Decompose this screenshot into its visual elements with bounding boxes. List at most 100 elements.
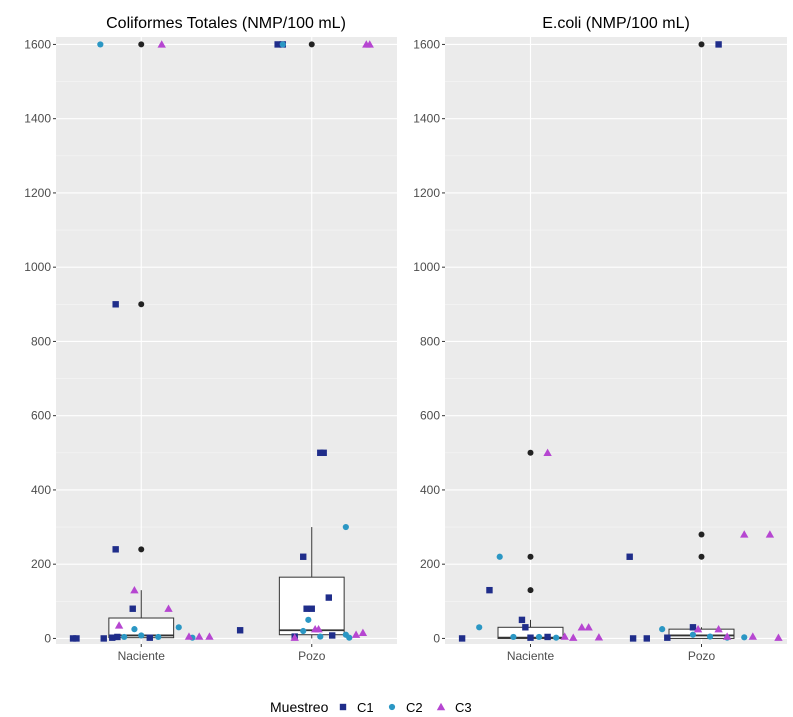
data-point-c3 [569, 633, 578, 641]
data-point-c2 [131, 626, 138, 633]
data-point-c1 [527, 634, 534, 641]
data-point-c3 [722, 632, 732, 640]
y-tick-label: 1600 [413, 37, 440, 51]
data-point-c2 [706, 633, 714, 640]
y-tick-label: 0 [433, 631, 440, 645]
data-point-c2 [317, 633, 324, 640]
data-point-c1 [643, 635, 650, 642]
legend-label: C3 [455, 700, 472, 715]
data-point-c1 [518, 616, 526, 624]
legend-title: Muestreo [270, 699, 329, 715]
data-point-c3 [290, 633, 299, 641]
data-point-c3 [577, 623, 586, 631]
outlier-point [527, 587, 534, 594]
series-c1 [458, 41, 722, 642]
data-point-c2 [279, 41, 286, 48]
x-tick-label: Pozo [298, 649, 326, 663]
data-point-c2 [138, 632, 145, 639]
y-tick-label: 1600 [24, 37, 51, 51]
y-tick-label: 1000 [413, 260, 440, 274]
legend: Muestreo C1 C2 C3 [270, 699, 472, 715]
data-point-c3 [130, 585, 139, 594]
data-point-c1 [544, 633, 551, 641]
y-tick-label: 1200 [24, 186, 51, 200]
data-point-c3 [560, 632, 569, 640]
data-point-c1 [73, 635, 80, 642]
data-point-c1 [112, 546, 119, 553]
data-point-c1 [114, 633, 121, 641]
series-c3 [543, 448, 783, 641]
y-tick-label: 200 [420, 557, 440, 571]
data-point-c2 [97, 41, 104, 48]
data-point-c2 [659, 626, 666, 633]
data-point-c1 [274, 41, 281, 48]
data-point-c3 [195, 632, 204, 640]
plot-background [445, 37, 787, 644]
boxplot-pozo [668, 627, 735, 639]
data-point-c1 [486, 586, 493, 594]
data-point-c2 [510, 633, 517, 641]
panel-ecoli: E.coli (NMP/100 mL) 0 200 400 600 800 1000 120… [413, 15, 787, 663]
outlier-point [138, 41, 145, 48]
data-point-c3 [748, 632, 757, 640]
outlier-point [698, 41, 705, 48]
y-tick-label: 1400 [24, 112, 51, 126]
y-tick-label: 1000 [24, 260, 51, 274]
data-point-c3 [693, 624, 703, 633]
data-point-c1 [300, 553, 307, 560]
y-tick-label: 1200 [413, 186, 440, 200]
data-point-c3 [164, 604, 173, 612]
data-point-c3 [365, 40, 374, 48]
panel-title: E.coli (NMP/100 mL) [542, 15, 690, 32]
data-point-c2 [496, 553, 503, 560]
data-point-c2 [342, 523, 349, 531]
data-point-c1 [109, 634, 116, 641]
data-point-c3 [184, 632, 194, 640]
data-point-c1 [112, 301, 119, 308]
data-point-c2 [535, 633, 543, 641]
outlier-point [698, 553, 705, 560]
data-point-c2 [553, 634, 560, 641]
y-tick-label: 1400 [413, 112, 440, 126]
data-point-c1 [308, 605, 315, 612]
legend-key-c3 [436, 702, 446, 711]
data-point-c1 [458, 635, 466, 642]
outlier-point [308, 41, 315, 48]
y-tick-label: 600 [31, 409, 51, 423]
legend-item-c2: C2 [388, 700, 423, 715]
data-point-c3 [543, 448, 552, 457]
legend-label: C2 [406, 700, 423, 715]
data-point-c2 [175, 624, 182, 631]
outlier-point [527, 553, 534, 560]
data-point-c2 [300, 627, 307, 635]
data-point-c3 [714, 624, 723, 633]
data-point-c1 [146, 634, 153, 641]
data-point-c3 [358, 628, 368, 637]
outlier-point [527, 449, 534, 456]
data-point-c2 [476, 624, 483, 631]
data-point-c2 [741, 634, 748, 641]
y-tick-label: 800 [31, 334, 51, 348]
y-tick-label: 200 [31, 557, 51, 571]
data-point-c3 [157, 40, 166, 48]
data-point-c1 [689, 624, 697, 631]
data-point-c1 [320, 449, 327, 457]
outlier-point [138, 546, 145, 553]
data-point-c1 [129, 605, 136, 612]
data-point-c1 [317, 449, 324, 457]
data-point-c1 [664, 634, 671, 641]
panel-title: Coliformes Totales (NMP/100 mL) [106, 15, 346, 32]
data-point-c2 [305, 616, 312, 623]
outlier-point [138, 301, 145, 308]
y-tick-label: 600 [420, 409, 440, 423]
x-tick-label: Naciente [118, 649, 166, 663]
data-point-c1 [629, 635, 637, 642]
legend-item-c3: C3 [436, 700, 472, 715]
data-point-c3 [740, 530, 749, 538]
data-point-c3 [351, 630, 361, 638]
y-tick-label: 400 [420, 483, 440, 497]
data-point-c1 [626, 553, 633, 560]
data-point-c1 [522, 624, 529, 631]
data-point-c1 [715, 41, 722, 48]
x-tick-label: Pozo [688, 649, 716, 663]
